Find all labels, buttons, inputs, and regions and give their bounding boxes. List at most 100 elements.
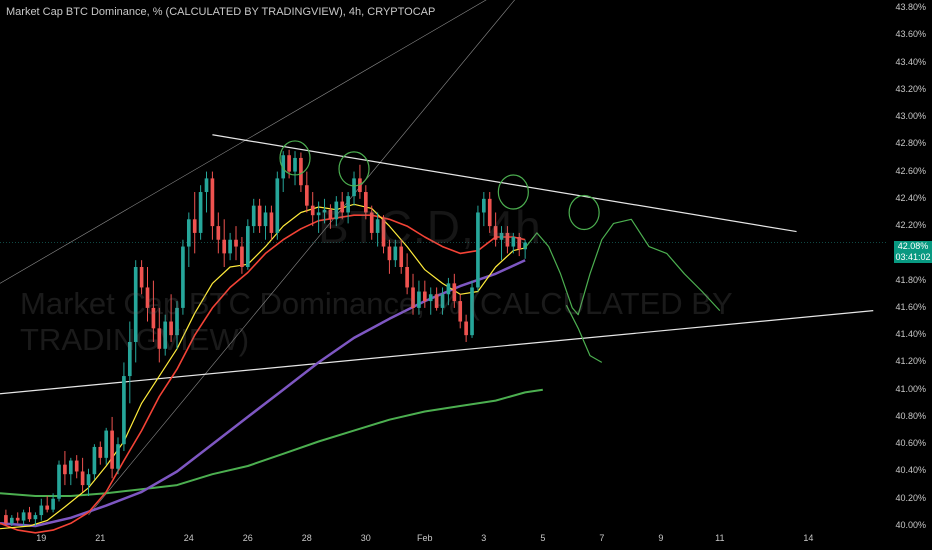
x-tick-label: 19	[36, 533, 47, 543]
candle-body	[263, 212, 268, 227]
bar-countdown: 03:41:02	[895, 252, 931, 262]
candle-body	[411, 287, 415, 308]
candle-body	[293, 157, 297, 172]
candle-body	[210, 178, 215, 227]
candle-body	[417, 291, 421, 308]
candle-body	[281, 155, 286, 179]
candle-body	[98, 446, 103, 458]
candle-body	[204, 178, 209, 193]
candle-body	[175, 307, 179, 336]
candle-body	[192, 219, 197, 233]
candle-body	[517, 237, 522, 250]
trendline	[212, 134, 797, 233]
y-tick-label: 43.60%	[895, 29, 926, 40]
candle-body	[269, 212, 274, 233]
y-tick-label: 43.00%	[895, 111, 926, 122]
y-tick-label: 43.40%	[895, 56, 926, 67]
candle-body	[393, 246, 398, 261]
candle-body	[68, 460, 73, 475]
name-watermark: Market Cap BTC Dominance, % (CALCULATED …	[20, 286, 733, 357]
candle-body	[104, 430, 109, 458]
trendline	[0, 310, 874, 395]
candle-body	[163, 321, 168, 349]
candle-body	[186, 219, 191, 247]
symbol-watermark: BTC.D, 4h	[318, 201, 542, 253]
y-tick-label: 43.20%	[895, 83, 926, 94]
candle-body	[458, 301, 463, 322]
candle-body	[322, 209, 327, 213]
candle-body	[446, 283, 451, 295]
last-price-value: 42.08%	[897, 241, 929, 251]
candle-body	[181, 246, 185, 308]
candle-body	[304, 185, 309, 206]
candle-body	[15, 517, 20, 521]
candle-body	[21, 512, 26, 521]
candle-body	[340, 201, 345, 213]
candle-body	[440, 294, 445, 308]
candle-body	[511, 237, 516, 247]
y-tick-label: 42.80%	[895, 138, 926, 149]
top-circle	[497, 174, 529, 210]
x-tick-label: 21	[95, 533, 106, 543]
candle-body	[228, 239, 232, 254]
last-price-badge: 42.08% 03:41:02	[894, 241, 932, 263]
y-tick-label: 40.40%	[895, 465, 926, 476]
candle-body	[346, 196, 350, 213]
candle-body	[358, 178, 362, 193]
candle-body	[352, 178, 356, 197]
trendline	[0, 0, 487, 284]
candle-body	[452, 283, 457, 302]
candle-body	[470, 287, 474, 336]
candle-body	[80, 471, 85, 486]
x-tick-label: 28	[301, 533, 312, 543]
candle-body	[505, 232, 510, 247]
candle-body	[299, 157, 303, 186]
candle-body	[116, 444, 120, 469]
candle-body	[57, 464, 61, 499]
y-tick-label: 41.20%	[895, 356, 926, 367]
candle-body	[9, 517, 14, 524]
top-circle	[568, 194, 600, 231]
candle-body	[464, 321, 468, 336]
y-tick-label: 41.40%	[895, 329, 926, 340]
candle-body	[157, 328, 162, 349]
candle-body	[399, 246, 404, 267]
candle-body	[316, 212, 321, 216]
candle-body	[4, 515, 8, 524]
candle-body	[387, 246, 392, 261]
candle-body	[45, 505, 50, 510]
candle-body	[127, 341, 132, 377]
chart-title: Market Cap BTC Dominance, % (CALCULATED …	[6, 6, 436, 18]
y-tick-label: 41.80%	[895, 274, 926, 285]
candle-body	[381, 219, 386, 247]
y-tick-label: 41.00%	[895, 383, 926, 394]
x-tick-label: 5	[540, 533, 546, 543]
candle-body	[63, 464, 67, 475]
y-tick-label: 40.00%	[895, 520, 926, 530]
y-tick-label: 42.40%	[895, 192, 926, 203]
candle-body	[422, 291, 427, 302]
projection-alt-path	[565, 304, 603, 363]
y-tick-label: 43.80%	[895, 2, 926, 12]
projection-path	[524, 218, 721, 316]
candle-body	[145, 287, 150, 308]
candle-body	[251, 205, 256, 227]
candle-body	[363, 192, 368, 213]
candle-body	[428, 294, 433, 302]
candle-body	[92, 446, 97, 475]
candle-body	[375, 219, 380, 233]
candle-body	[493, 226, 498, 240]
x-tick-label: 26	[242, 533, 253, 543]
candle-body	[139, 267, 144, 288]
y-tick-label: 42.20%	[895, 220, 926, 231]
candle-body	[328, 209, 333, 220]
x-tick-label: 30	[360, 533, 371, 543]
candle-body	[234, 239, 238, 247]
y-tick-label: 40.20%	[895, 492, 926, 503]
candle-body	[476, 212, 480, 288]
x-tick-label: Feb	[417, 533, 433, 543]
candle-body	[487, 198, 492, 227]
candle-body	[86, 474, 91, 486]
candle-body	[523, 242, 527, 250]
